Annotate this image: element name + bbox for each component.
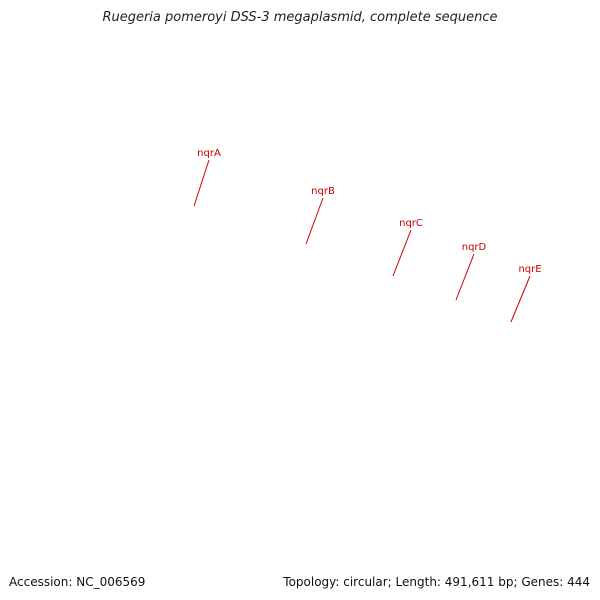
gene-labels: nqrA nqrB nqrC nqrD nqrE	[193, 148, 542, 323]
gene-label-nqrC: nqrC	[399, 218, 423, 229]
gene-label-nqrA: nqrA	[197, 148, 221, 159]
map-title: Ruegeria pomeroyi DSS-3 megaplasmid, com…	[102, 10, 498, 25]
leader-line-nqrA	[193, 159, 210, 207]
topology-summary-text: Topology: circular; Length: 491,611 bp; …	[283, 575, 590, 589]
gene-label-nqrD: nqrD	[462, 242, 487, 253]
accession-text: Accession: NC_006569	[9, 575, 146, 589]
gene-label-nqrE: nqrE	[518, 264, 541, 275]
leader-line-nqrB	[305, 197, 324, 245]
gene-label-nqrB: nqrB	[311, 186, 335, 197]
leader-line-nqrE	[510, 275, 531, 323]
leader-line-nqrD	[455, 253, 475, 301]
leader-line-nqrC	[392, 229, 412, 277]
